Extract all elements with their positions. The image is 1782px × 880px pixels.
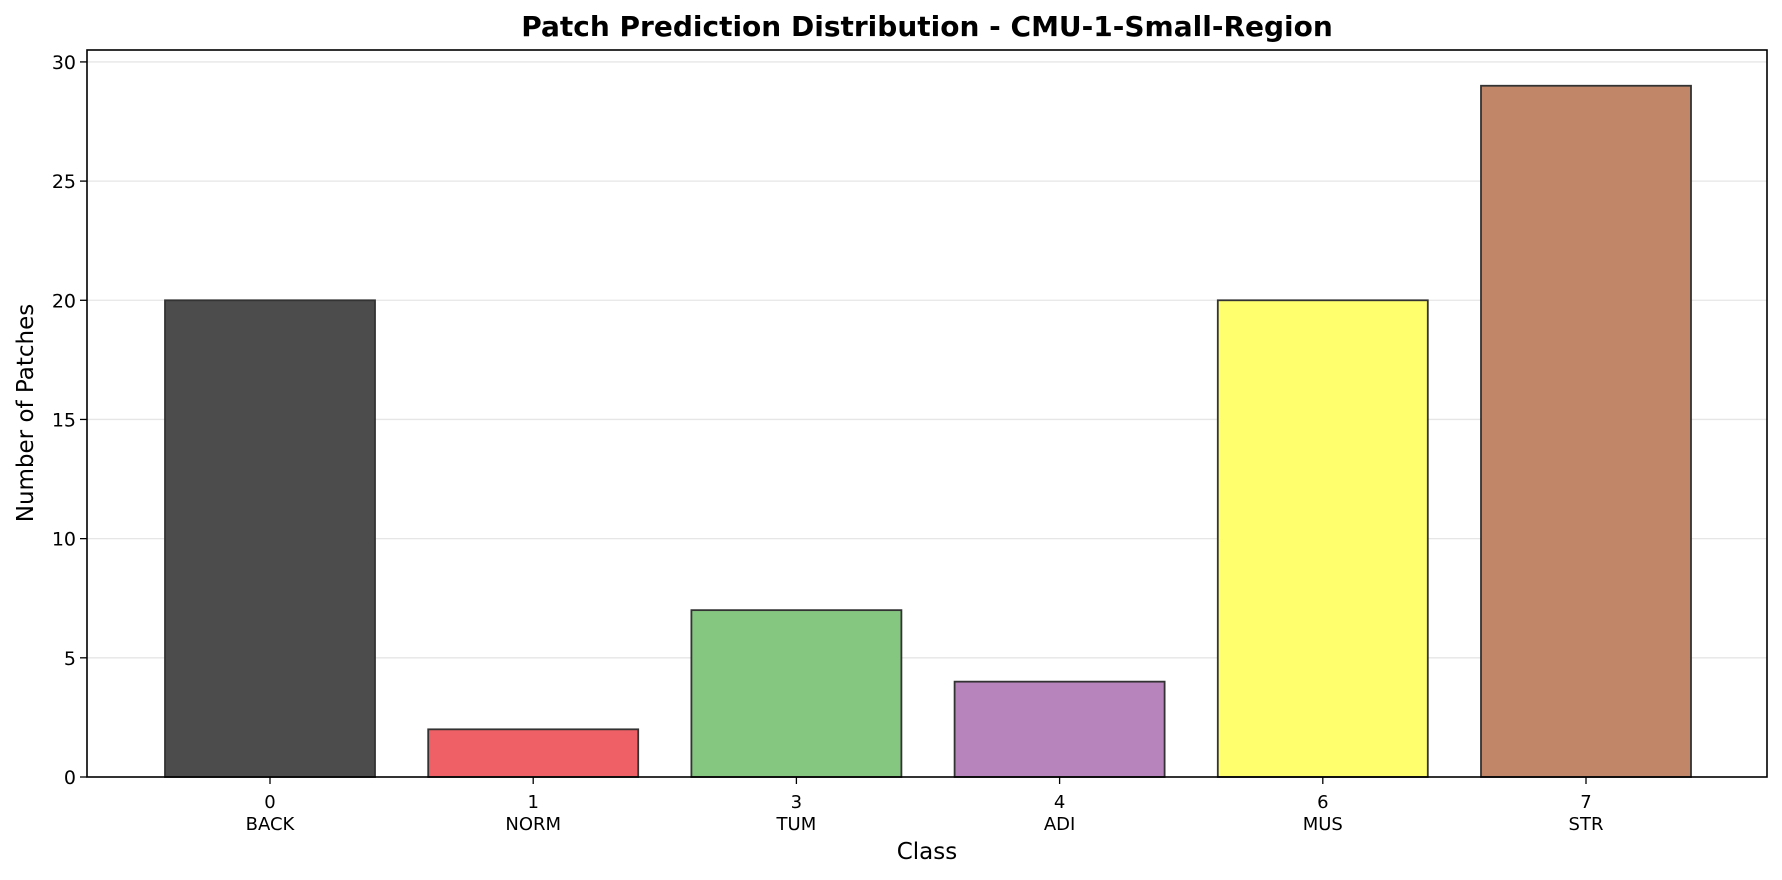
- x-tick-label-id: 0: [264, 792, 275, 813]
- y-axis-label: Number of Patches: [13, 304, 39, 523]
- y-tick-label: 20: [52, 290, 76, 312]
- x-tick-label-name: MUS: [1303, 814, 1343, 835]
- x-tick-label-id: 3: [791, 792, 802, 813]
- plot-frame: [86, 49, 1768, 778]
- chart-title: Patch Prediction Distribution - CMU-1-Sm…: [521, 10, 1333, 43]
- y-tick-label: 0: [64, 767, 76, 789]
- x-tick-label-name: STR: [1569, 814, 1604, 835]
- x-tick-label-name: TUM: [776, 814, 817, 835]
- bar-adi: [953, 680, 1166, 778]
- x-tick-label-name: ADI: [1044, 814, 1075, 835]
- bar-back: [164, 299, 376, 778]
- y-axis-ticks: 0 5 10 15 20 25 30: [52, 52, 87, 789]
- y-tick-label: 25: [52, 171, 76, 193]
- bar-str: [1480, 84, 1692, 778]
- bar-norm: [427, 728, 640, 778]
- y-tick-label: 15: [52, 409, 76, 431]
- y-tick-label: 5: [64, 648, 76, 670]
- y-tick-label: 30: [52, 52, 76, 74]
- bar-mus: [1216, 299, 1429, 778]
- y-tick-label: 10: [52, 529, 76, 551]
- bars: [164, 84, 1692, 778]
- x-tick-label-id: 1: [527, 792, 538, 813]
- x-tick-label-name: BACK: [246, 814, 296, 835]
- x-tick-label-id: 4: [1054, 792, 1065, 813]
- x-axis-label: Class: [897, 839, 958, 865]
- x-tick-label-id: 7: [1580, 792, 1591, 813]
- bar-tum: [690, 609, 903, 778]
- x-tick-label-id: 6: [1317, 792, 1328, 813]
- x-tick-label-name: NORM: [505, 814, 561, 835]
